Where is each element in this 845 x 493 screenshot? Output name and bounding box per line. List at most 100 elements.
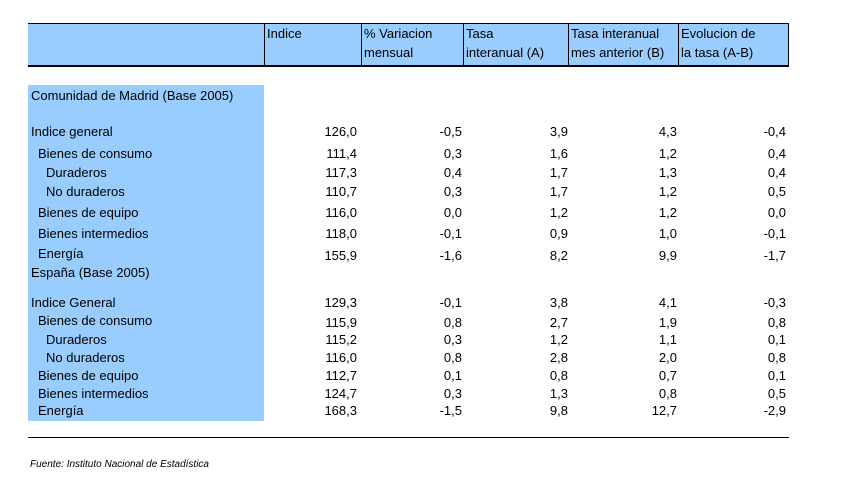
column-header-tasa-a-line1: Tasa	[466, 26, 494, 41]
cell-tasa-b: 4,3	[658, 124, 677, 139]
cell-indice: 116,0	[325, 205, 357, 220]
column-header-variacion-line2: mensual	[364, 45, 414, 60]
row-label: Duraderos	[46, 332, 107, 347]
cell-variacion: 0,8	[443, 315, 462, 330]
table-row: Duraderos 115,2 0,3 1,2 1,1 0,1	[0, 332, 845, 348]
table-row: Bienes de equipo 112,7 0,1 0,8 0,7 0,1	[0, 368, 845, 384]
cell-indice: 116,0	[325, 350, 357, 365]
cell-tasa-a: 2,8	[549, 350, 568, 365]
header-separator	[678, 24, 679, 66]
row-label: Bienes de equipo	[38, 205, 139, 220]
row-label: Energía	[38, 246, 84, 261]
cell-evolucion: -0,1	[763, 226, 786, 241]
row-label: Energía	[38, 403, 84, 418]
cell-tasa-b: 2,0	[658, 350, 677, 365]
cell-variacion: -0,1	[439, 226, 462, 241]
table-row: Bienes intermedios 118,0 -0,1 0,9 1,0 -0…	[0, 226, 845, 242]
table-row: Indice general 126,0 -0,5 3,9 4,3 -0,4	[0, 124, 845, 140]
header-separator	[568, 24, 569, 66]
cell-evolucion: 0,5	[767, 184, 786, 199]
header-separator	[788, 24, 789, 66]
row-label: Duraderos	[46, 165, 107, 180]
cell-evolucion: 0,4	[767, 165, 786, 180]
cell-evolucion: -1,7	[763, 248, 786, 263]
column-header-tasa-b-line1: Tasa interanual	[571, 26, 660, 41]
cell-evolucion: 0,4	[767, 146, 786, 161]
table-row: Bienes intermedios 124,7 0,3 1,3 0,8 0,5	[0, 386, 845, 402]
row-label: No duraderos	[46, 184, 125, 199]
header-band	[28, 24, 789, 66]
cell-evolucion: -0,3	[763, 295, 786, 310]
section-title-espana: España (Base 2005)	[31, 265, 150, 280]
column-header-tasa-a-line2: interanual (A)	[466, 45, 545, 60]
cell-tasa-b: 0,7	[658, 368, 677, 383]
cell-variacion: 0,3	[443, 386, 462, 401]
cell-indice: 115,9	[325, 315, 357, 330]
cell-indice: 115,2	[325, 332, 357, 347]
cell-tasa-a: 0,9	[549, 226, 568, 241]
column-header-variacion-line1: % Variacion	[364, 26, 433, 41]
cell-variacion: 0,3	[443, 332, 462, 347]
row-label: Bienes de consumo	[38, 146, 153, 161]
cell-tasa-b: 1,9	[658, 315, 677, 330]
row-label: Bienes de equipo	[38, 368, 139, 383]
cell-tasa-b: 1,2	[658, 146, 677, 161]
cell-tasa-b: 1,1	[658, 332, 677, 347]
cell-variacion: -0,1	[439, 295, 462, 310]
cell-evolucion: 0,5	[767, 386, 786, 401]
cell-tasa-a: 1,6	[549, 146, 568, 161]
row-label: Bienes de consumo	[38, 313, 153, 328]
cell-variacion: 0,0	[443, 205, 462, 220]
row-label: Bienes intermedios	[38, 386, 149, 401]
cell-evolucion: 0,1	[767, 368, 786, 383]
header-bottom-rule	[28, 65, 789, 67]
column-header-evolucion-line1: Evolucion de	[681, 26, 756, 41]
label-column-band	[28, 85, 264, 421]
row-label: Indice general	[31, 124, 113, 139]
cell-indice: 155,9	[324, 248, 357, 263]
cell-evolucion: 0,1	[767, 332, 786, 347]
cell-tasa-a: 1,3	[549, 386, 568, 401]
table-row: Duraderos 117,3 0,4 1,7 1,3 0,4	[0, 165, 845, 181]
cell-indice: 111,4	[326, 146, 357, 161]
cell-tasa-b: 1,2	[658, 205, 677, 220]
cell-tasa-b: 1,2	[658, 184, 677, 199]
row-label: No duraderos	[46, 350, 125, 365]
cell-variacion: 0,4	[443, 165, 462, 180]
cell-tasa-a: 1,7	[549, 165, 568, 180]
table-row: Bienes de equipo 116,0 0,0 1,2 1,2 0,0	[0, 205, 845, 221]
cell-variacion: 0,8	[443, 350, 462, 365]
table-bottom-rule	[28, 437, 789, 438]
cell-indice: 117,3	[325, 165, 357, 180]
cell-variacion: -1,5	[439, 403, 462, 418]
column-header-indice: Indice	[267, 26, 302, 41]
cell-variacion: 0,3	[443, 146, 462, 161]
cell-tasa-a: 9,8	[549, 403, 568, 418]
cell-evolucion: 0,8	[767, 350, 786, 365]
header-separator	[264, 24, 265, 66]
cell-indice: 168,3	[324, 403, 357, 418]
cell-indice: 129,3	[324, 295, 357, 310]
cell-tasa-a: 1,2	[549, 332, 568, 347]
section-title-madrid: Comunidad de Madrid (Base 2005)	[31, 88, 234, 103]
cell-indice: 126,0	[324, 124, 357, 139]
cell-evolucion: 0,0	[767, 205, 786, 220]
table-row: No duraderos 116,0 0,8 2,8 2,0 0,8	[0, 350, 845, 366]
cell-tasa-a: 8,2	[549, 248, 568, 263]
cell-indice: 112,7	[325, 368, 357, 383]
cell-indice: 124,7	[324, 386, 357, 401]
header-separator	[463, 24, 464, 66]
column-header-tasa-b-line2: mes anterior (B)	[571, 45, 665, 60]
cell-tasa-b: 4,1	[658, 295, 677, 310]
table-row: Bienes de consumo 111,4 0,3 1,6 1,2 0,4	[0, 146, 845, 162]
table-row: No duraderos 110,7 0,3 1,7 1,2 0,5	[0, 184, 845, 200]
table-row: Indice General 129,3 -0,1 3,8 4,1 -0,3	[0, 295, 845, 311]
cell-evolucion: -2,9	[763, 403, 786, 418]
cell-tasa-a: 1,7	[549, 184, 568, 199]
cell-variacion: 0,1	[443, 368, 462, 383]
cell-variacion: 0,3	[443, 184, 462, 199]
row-label: Bienes intermedios	[38, 226, 149, 241]
cell-indice: 110,7	[325, 184, 357, 199]
top-rule	[28, 23, 789, 24]
cell-indice: 118,0	[325, 226, 357, 241]
